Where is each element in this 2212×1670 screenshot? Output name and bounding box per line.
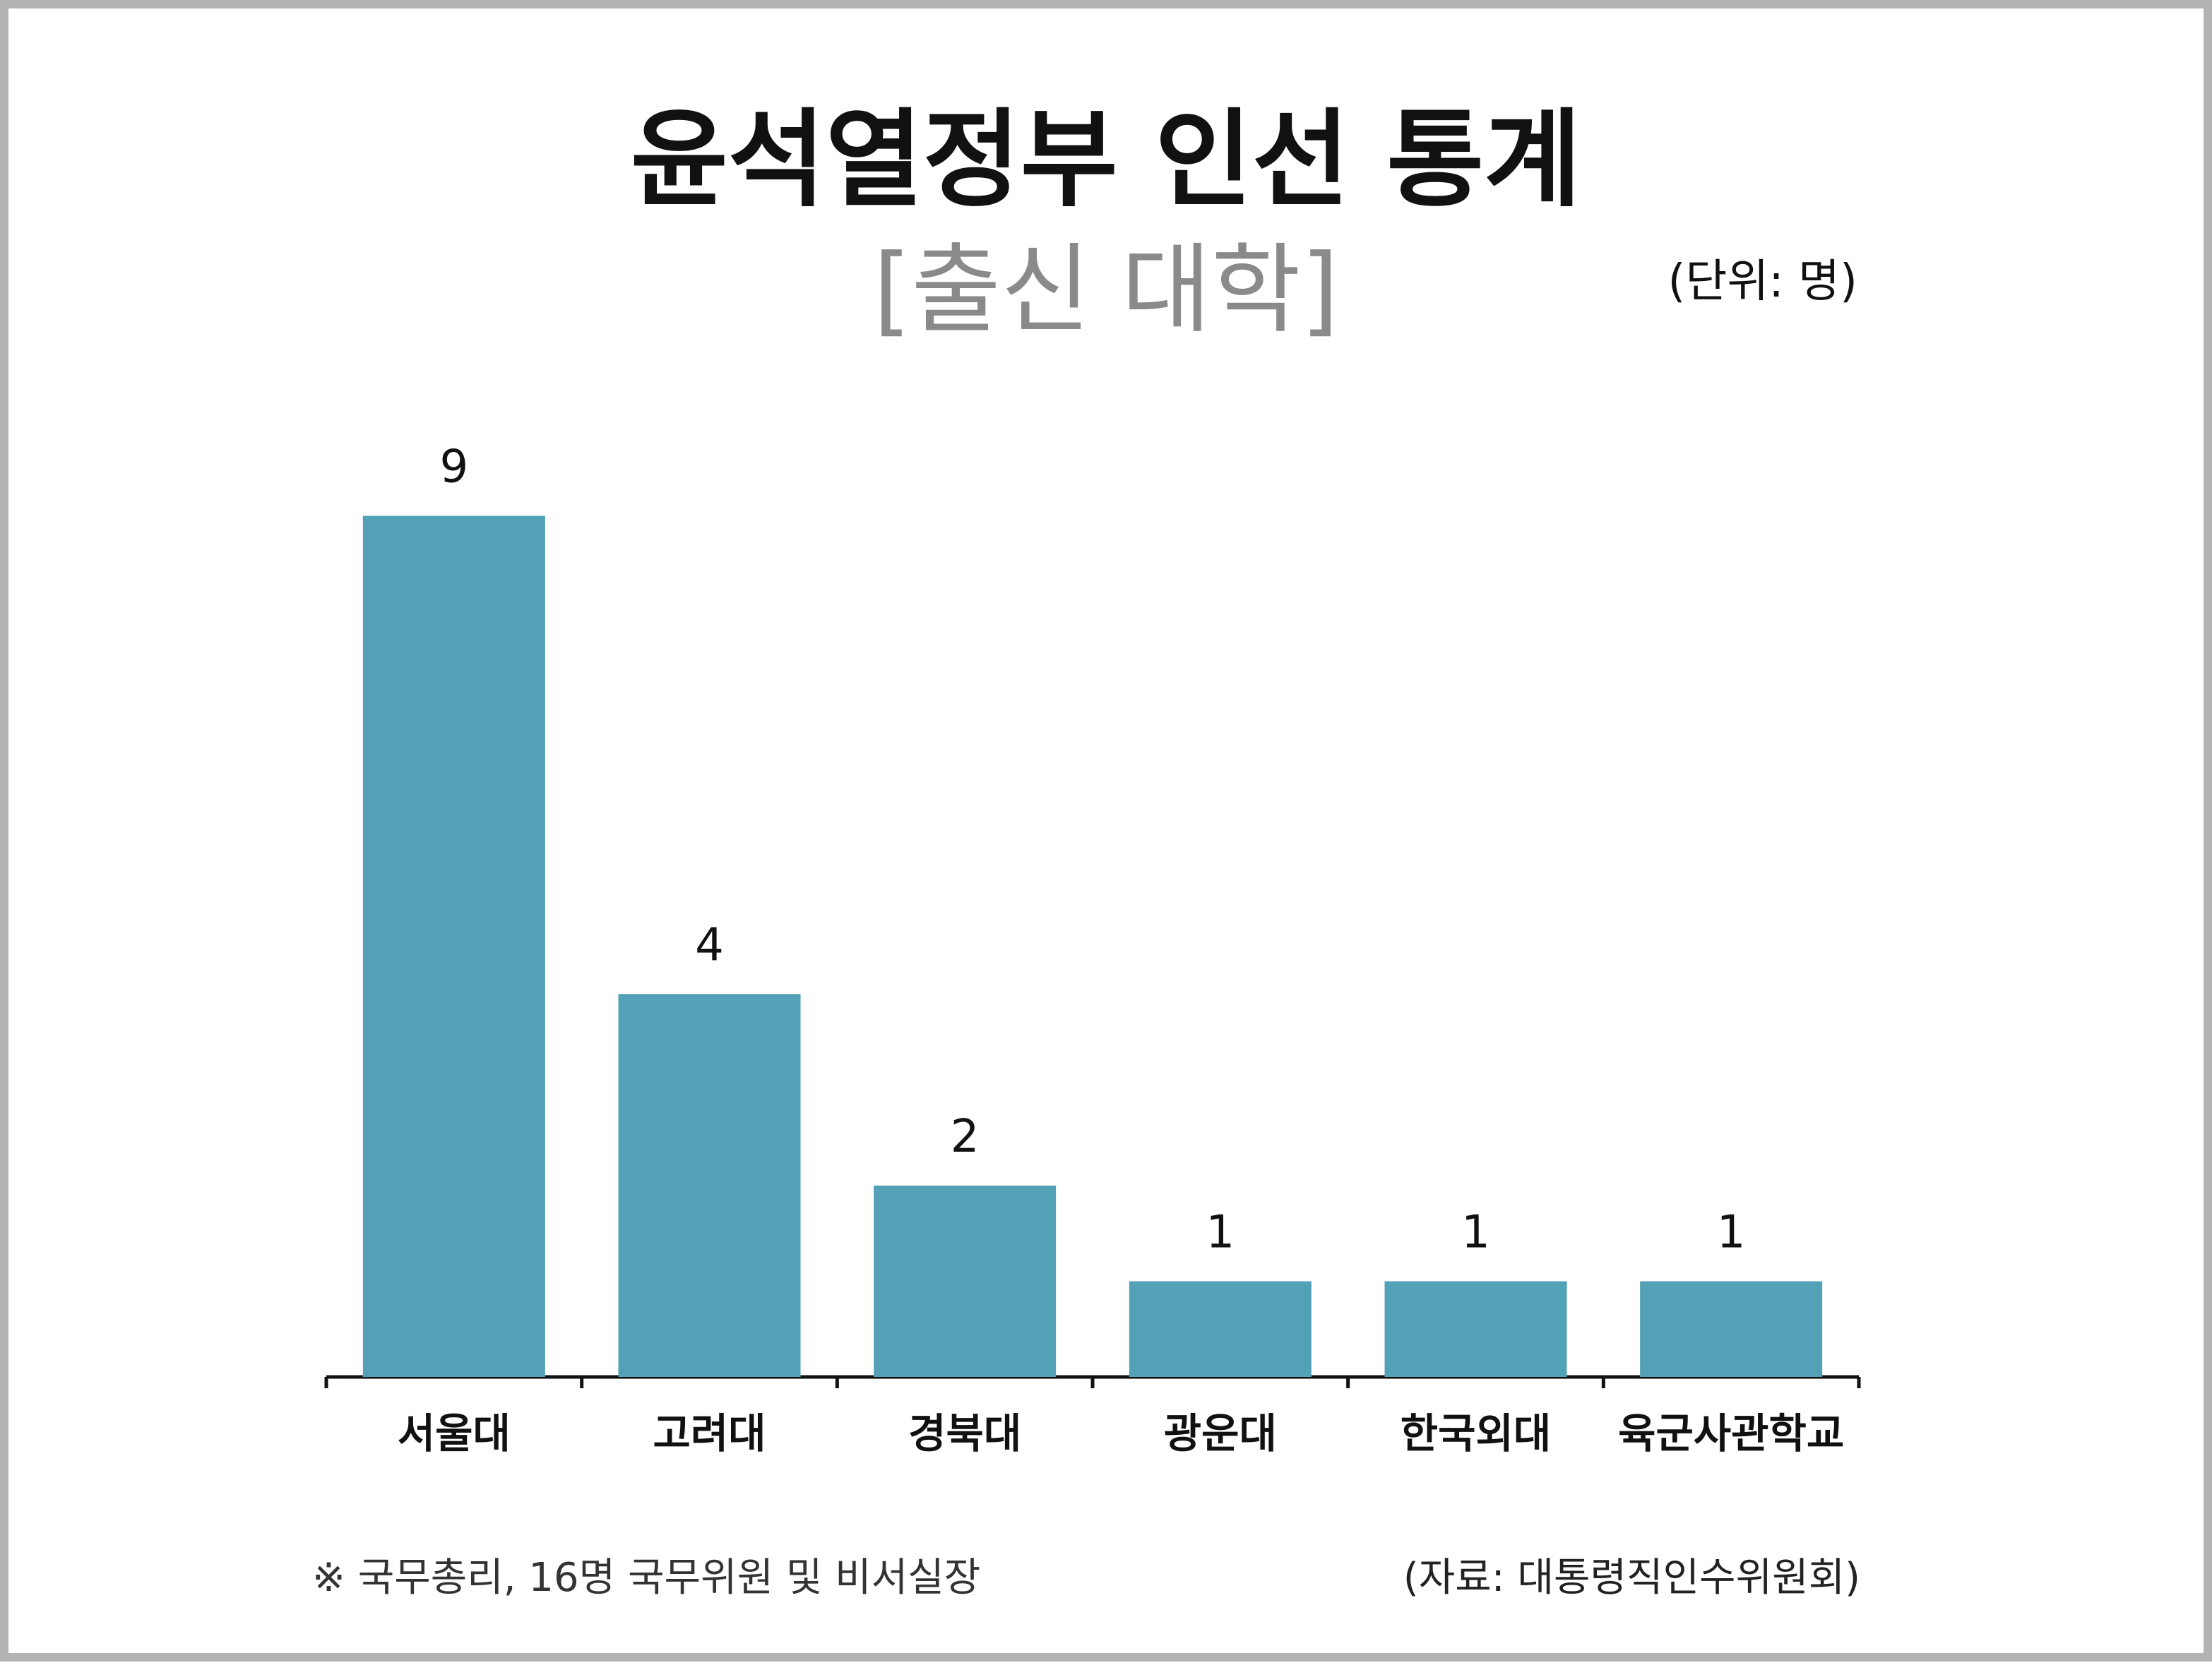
unit-label: (단위: 명) <box>1667 256 1857 308</box>
bar <box>1640 1281 1823 1377</box>
bar-value-label: 1 <box>1206 1207 1235 1259</box>
bar-chart: 9 서울대 4 고려대 2 경북대 1 광운대 1 한국외대 1 육군사관학교 <box>324 441 1861 1457</box>
bar-value-label: 4 <box>695 919 724 972</box>
x-tick-label: 서울대 <box>398 1409 511 1457</box>
bar-value-label: 2 <box>951 1111 980 1163</box>
bar <box>1384 1281 1567 1377</box>
bar <box>618 994 801 1377</box>
source-label: (자료: 대통령직인수위원회) <box>1403 1555 1860 1601</box>
chart-subtitle: [출신 대학] <box>873 233 1339 347</box>
footnote: ※ 국무총리, 16명 국무위원 및 비서실장 <box>312 1555 981 1601</box>
chart-title: 윤석열정부 인선 통계 <box>630 99 1582 222</box>
bar <box>362 515 545 1377</box>
x-tick-label: 고려대 <box>653 1409 766 1457</box>
bar-value-label: 1 <box>1461 1207 1490 1259</box>
x-tick-label: 육군사관학교 <box>1618 1409 1844 1457</box>
bar-value-label: 1 <box>1717 1207 1746 1259</box>
bar-value-label: 9 <box>439 441 468 494</box>
bar <box>874 1186 1057 1377</box>
x-tick-label: 한국외대 <box>1401 1409 1551 1457</box>
x-tick-label: 경북대 <box>908 1409 1021 1457</box>
x-tick-label: 광운대 <box>1164 1409 1277 1457</box>
bar <box>1129 1281 1312 1377</box>
